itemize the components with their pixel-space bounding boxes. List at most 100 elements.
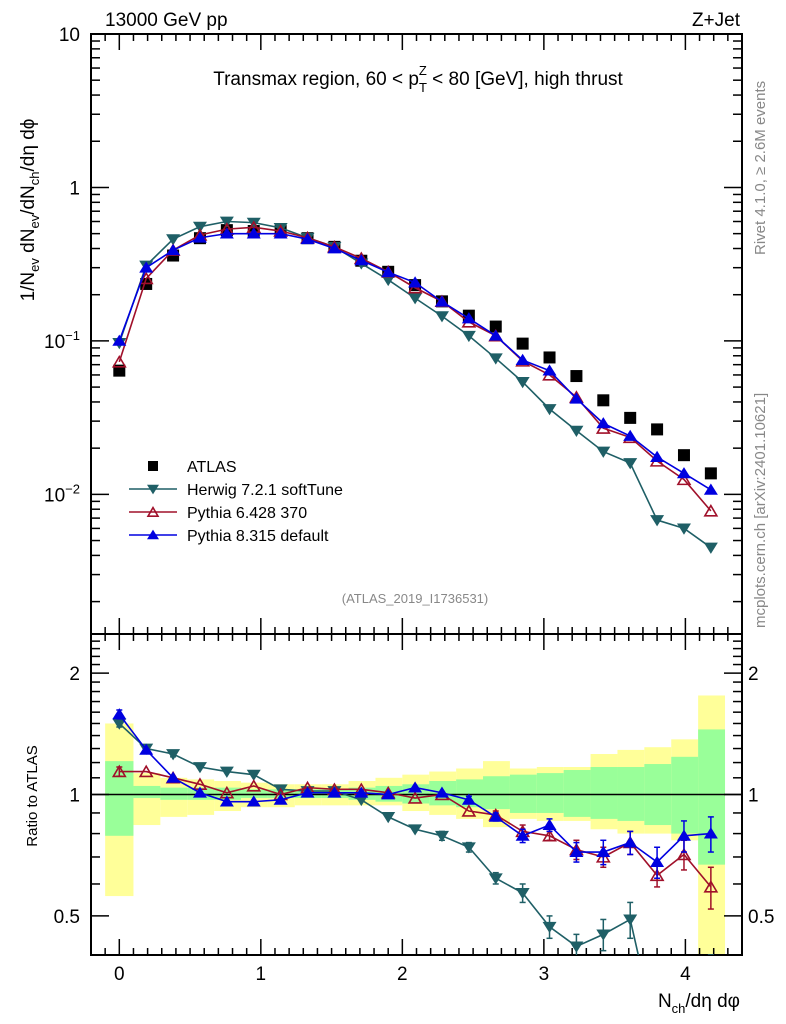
data-point bbox=[703, 504, 719, 517]
data-point bbox=[596, 417, 611, 429]
data-point bbox=[488, 329, 503, 341]
ratio-y-tick-label-right: 0.5 bbox=[748, 907, 774, 928]
data-point bbox=[596, 446, 611, 458]
data-point bbox=[676, 847, 692, 861]
stat-band-bin bbox=[241, 789, 268, 799]
data-point bbox=[246, 795, 261, 807]
data-point bbox=[623, 458, 638, 470]
data-point bbox=[381, 265, 396, 278]
data-point bbox=[111, 354, 127, 368]
data-point bbox=[139, 743, 154, 755]
data-point bbox=[192, 231, 207, 243]
stat-band-bin bbox=[563, 770, 591, 817]
main-series bbox=[111, 216, 719, 554]
data-point bbox=[703, 880, 719, 893]
data-point bbox=[569, 392, 584, 404]
legend-marker bbox=[148, 461, 158, 471]
data-point bbox=[570, 370, 583, 383]
data-point bbox=[138, 271, 154, 285]
data-point bbox=[300, 232, 315, 245]
x-tick-label: 0 bbox=[114, 964, 125, 985]
data-point bbox=[112, 718, 127, 730]
data-point bbox=[624, 411, 637, 424]
data-point bbox=[166, 771, 181, 783]
main-y-axis-label: 1/Nev dNev/dNch/dη dϕ bbox=[18, 119, 42, 302]
data-point bbox=[515, 353, 530, 365]
stat-band-bin bbox=[590, 766, 618, 819]
x-tick-label: 1 bbox=[256, 964, 267, 985]
data-point bbox=[651, 423, 664, 436]
data-point bbox=[569, 845, 584, 857]
data-point bbox=[515, 888, 530, 900]
data-point bbox=[111, 764, 127, 778]
data-point bbox=[461, 793, 476, 805]
x-tick-label: 2 bbox=[397, 964, 408, 985]
data-point bbox=[461, 330, 476, 343]
ratio-series bbox=[111, 708, 719, 955]
syst-band-bin bbox=[133, 773, 161, 826]
data-point bbox=[650, 450, 665, 462]
data-point bbox=[192, 786, 207, 798]
series-line bbox=[118, 226, 712, 512]
y-tick-label: 10−2 bbox=[44, 481, 80, 506]
mcplots-label: mcplots.cern.ch [arXiv:2401.10621] bbox=[752, 393, 769, 628]
legend-item: Pythia 8.315 default bbox=[129, 528, 329, 545]
ratio-series-pythia-8-315-default bbox=[112, 708, 718, 879]
data-point bbox=[516, 337, 529, 350]
data-point bbox=[408, 293, 423, 305]
data-point bbox=[488, 873, 503, 885]
data-point bbox=[649, 868, 665, 882]
data-point bbox=[246, 779, 262, 792]
data-point bbox=[676, 472, 692, 486]
ratio-uncertainty-bands bbox=[105, 695, 726, 955]
data-point bbox=[300, 786, 315, 798]
data-point bbox=[327, 786, 342, 798]
data-point bbox=[650, 855, 665, 867]
legend-item: ATLAS bbox=[148, 459, 237, 476]
stat-band-bin bbox=[133, 785, 161, 799]
series-pythia-8-315-default bbox=[112, 227, 718, 495]
data-point bbox=[381, 811, 396, 824]
y-tick-label: 10 bbox=[59, 25, 80, 46]
data-point bbox=[461, 312, 476, 324]
data-point bbox=[273, 793, 288, 805]
x-tick-label: 3 bbox=[539, 964, 550, 985]
legend-marker bbox=[147, 529, 159, 540]
data-point bbox=[408, 781, 423, 793]
data-point bbox=[112, 334, 127, 346]
header-left: 13000 GeV pp bbox=[105, 10, 228, 31]
data-point bbox=[408, 824, 423, 836]
x-axis-label: Nch/dη dφ bbox=[658, 991, 740, 1016]
y-tick-label: 10−1 bbox=[44, 328, 80, 353]
data-point bbox=[166, 234, 181, 246]
ratio-y-axis-label: Ratio to ATLAS bbox=[24, 745, 41, 846]
data-point bbox=[623, 429, 638, 441]
data-point bbox=[434, 295, 449, 307]
data-point bbox=[488, 353, 503, 365]
data-point bbox=[677, 449, 690, 462]
data-point bbox=[676, 523, 691, 535]
data-point bbox=[461, 842, 476, 854]
data-point bbox=[676, 467, 691, 479]
x-tick-label: 4 bbox=[680, 964, 691, 985]
legend-marker bbox=[147, 484, 159, 495]
data-point bbox=[461, 804, 477, 817]
data-point bbox=[596, 845, 611, 857]
data-point bbox=[381, 788, 396, 800]
data-point bbox=[327, 242, 342, 254]
data-point bbox=[434, 786, 449, 798]
header-right: Z+Jet bbox=[692, 10, 741, 31]
plot-title: Transmax region, 60 < pTZ < 80 [GeV], hi… bbox=[213, 63, 623, 95]
legend: ATLAS Herwig 7.2.1 softTune Pythia 6.428 3… bbox=[129, 459, 343, 545]
data-point bbox=[246, 769, 261, 781]
data-point bbox=[623, 914, 638, 926]
data-point bbox=[381, 274, 396, 287]
data-point bbox=[542, 818, 557, 830]
analysis-watermark: (ATLAS_2019_I1736531) bbox=[342, 591, 488, 606]
data-point bbox=[542, 921, 557, 934]
stat-band-bin bbox=[536, 773, 564, 813]
data-point bbox=[542, 364, 557, 376]
data-point bbox=[407, 791, 423, 804]
data-point bbox=[676, 829, 691, 841]
legend-label: Herwig 7.2.1 softTune bbox=[187, 482, 343, 499]
